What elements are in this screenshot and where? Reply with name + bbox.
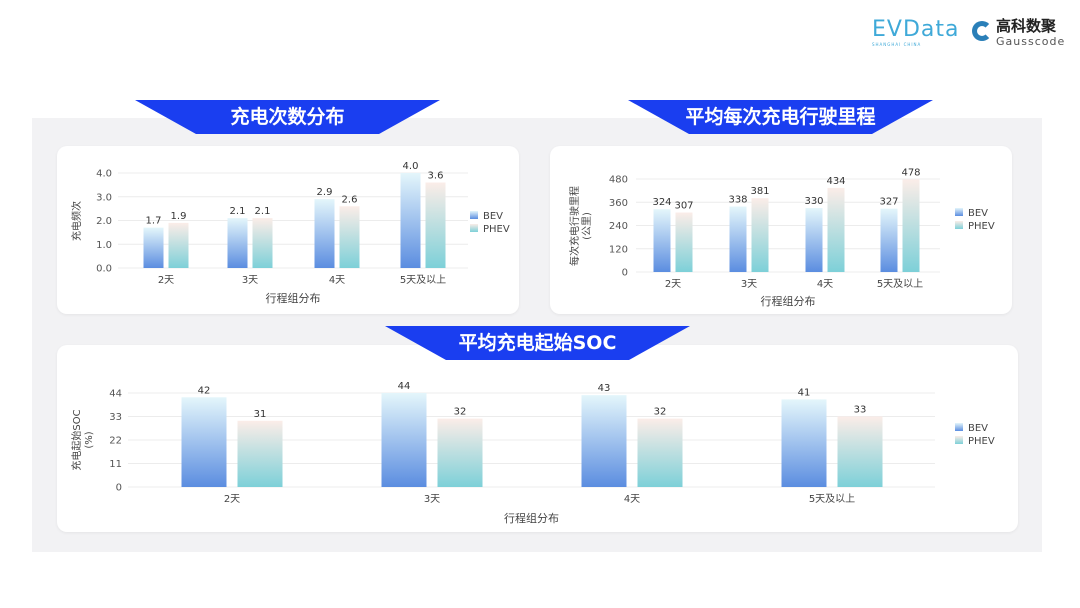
gausscode-logo-mark-icon <box>972 21 992 41</box>
chart-card-mileage <box>550 146 1012 314</box>
gausscode-logo-cn: 高科数聚 <box>996 17 1057 35</box>
evdata-logo-sub: SHANGHAI CHINA <box>872 42 922 47</box>
evdata-logo: EVData SHANGHAI CHINA <box>872 17 960 48</box>
gausscode-logo: 高科数聚 Gausscode <box>972 18 1065 48</box>
gausscode-logo-en: Gausscode <box>996 35 1066 48</box>
chart-card-soc <box>57 345 1018 532</box>
banner-frequency-title: 充电次数分布 <box>135 100 440 134</box>
evdata-logo-text: EVData <box>872 17 960 42</box>
chart-card-frequency <box>57 146 519 314</box>
